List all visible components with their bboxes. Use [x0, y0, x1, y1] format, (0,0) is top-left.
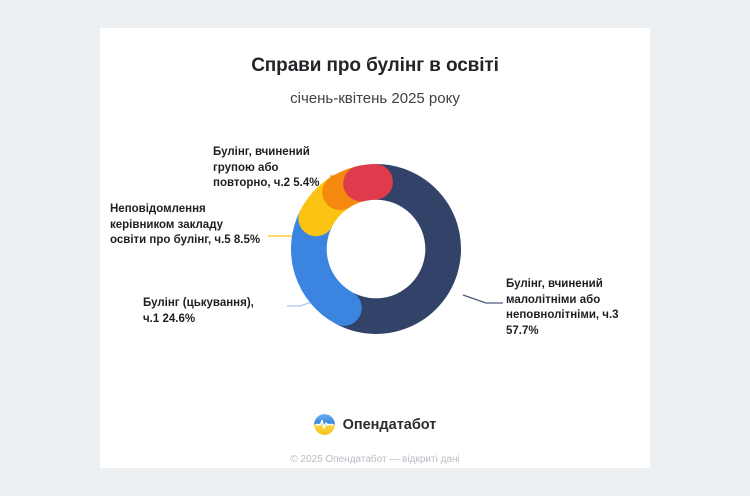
copyright-text: © 2025 Опендатабот — відкриті дані [290, 454, 460, 465]
brand: Опендатабот [100, 414, 650, 435]
slice-label-head-nonreport: Неповідомлення керівником закладу освіти… [110, 203, 261, 246]
opendatabot-pulse-logo-icon [313, 414, 335, 435]
chart-card: Справи про булінг в освіті січень-квітен… [100, 28, 650, 468]
slice-label-minors-part3: Булінг, вчинений малолітніми або неповно… [506, 278, 619, 337]
donut-slice[interactable] [343, 164, 393, 202]
brand-name: Опендатабот [342, 416, 437, 433]
slice-label-group-repeat: Булінг, вчинений групою або повторно, ч.… [213, 146, 320, 189]
slice-label-bullying-part1: Булінг (цькування), ч.1 24.6% [143, 297, 254, 325]
donut-chart [285, 158, 467, 340]
chart-subtitle: січень-квітень 2025 року [290, 90, 460, 107]
page-title: Справи про булінг в освіті [251, 55, 499, 76]
donut-slice[interactable] [327, 164, 461, 334]
